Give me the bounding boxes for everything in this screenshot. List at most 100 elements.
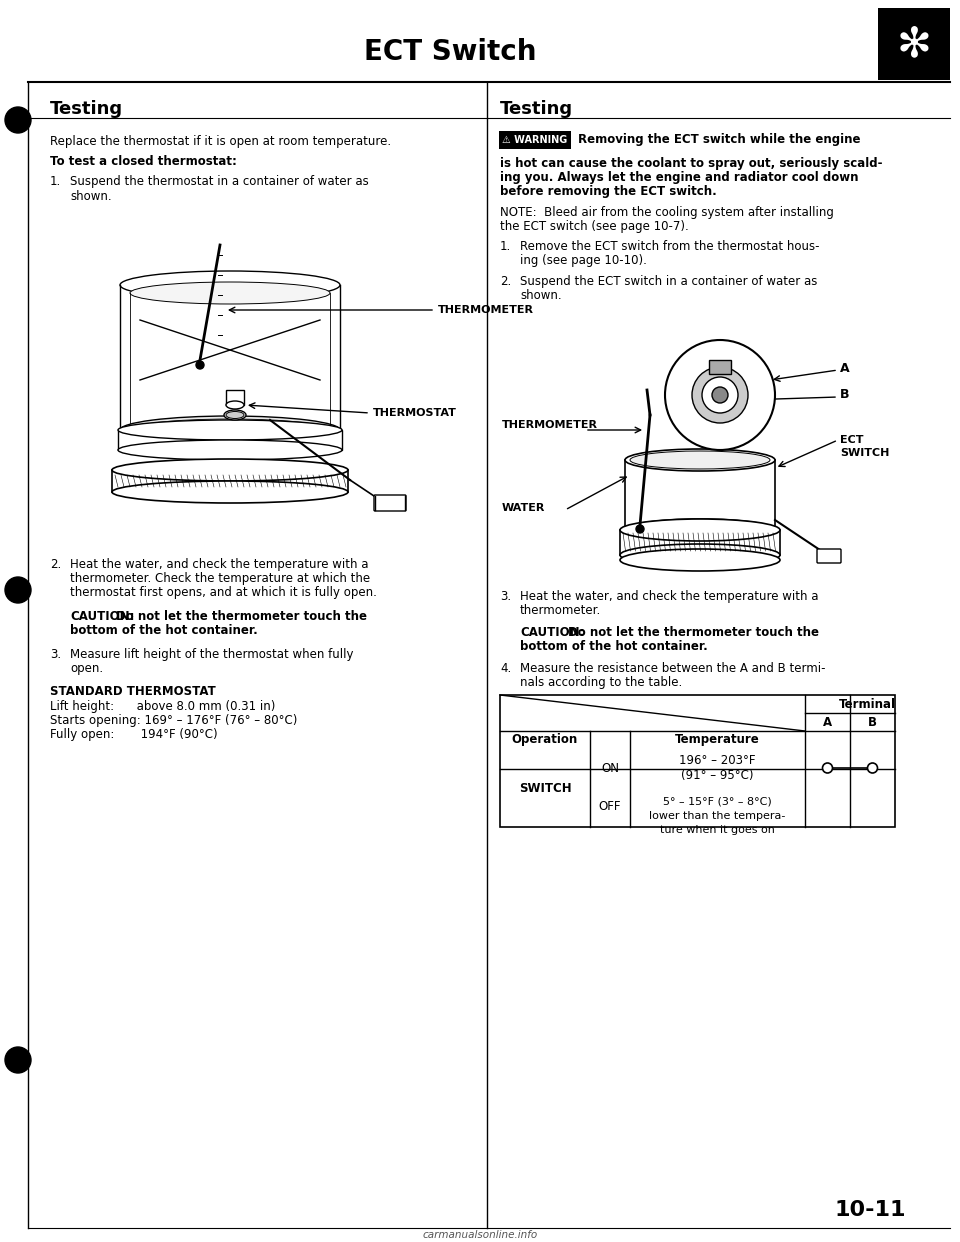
Text: Replace the thermostat if it is open at room temperature.: Replace the thermostat if it is open at … [50, 135, 391, 148]
Circle shape [868, 763, 877, 773]
Circle shape [5, 107, 31, 133]
Text: Measure the resistance between the A and B termi-: Measure the resistance between the A and… [520, 662, 826, 674]
Ellipse shape [120, 271, 340, 299]
Text: bottom of the hot container.: bottom of the hot container. [520, 640, 708, 653]
Text: Heat the water, and check the temperature with a: Heat the water, and check the temperatur… [70, 558, 369, 571]
Text: 3.: 3. [500, 590, 511, 604]
Text: CAUTION:: CAUTION: [70, 610, 134, 623]
Text: Remove the ECT switch from the thermostat hous-: Remove the ECT switch from the thermosta… [520, 240, 820, 253]
Text: A: A [840, 361, 850, 375]
Ellipse shape [625, 450, 775, 471]
Text: WATER: WATER [502, 503, 545, 513]
Circle shape [665, 340, 775, 450]
Text: ON: ON [601, 761, 619, 775]
Text: shown.: shown. [70, 190, 111, 202]
Ellipse shape [118, 420, 342, 440]
Text: open.: open. [70, 662, 103, 674]
Ellipse shape [130, 282, 330, 304]
FancyBboxPatch shape [112, 469, 348, 492]
Text: Starts opening: 169° – 176°F (76° – 80°C): Starts opening: 169° – 176°F (76° – 80°C… [50, 714, 298, 727]
Text: shown.: shown. [520, 289, 562, 302]
Ellipse shape [620, 544, 780, 566]
FancyBboxPatch shape [500, 696, 895, 827]
Text: Temperature: Temperature [675, 734, 760, 746]
Text: THERMOMETER: THERMOMETER [438, 306, 534, 315]
Text: NOTE:  Bleed air from the cooling system after installing: NOTE: Bleed air from the cooling system … [500, 206, 834, 219]
Text: 1.: 1. [50, 175, 61, 188]
Circle shape [712, 388, 728, 402]
Text: ⚠ WARNING: ⚠ WARNING [502, 135, 567, 145]
Text: lower than the tempera-: lower than the tempera- [649, 811, 785, 821]
Ellipse shape [226, 411, 244, 419]
Text: ECT: ECT [840, 435, 863, 445]
Circle shape [823, 763, 832, 773]
Ellipse shape [224, 410, 246, 420]
Ellipse shape [226, 401, 244, 409]
Text: THERMOMETER: THERMOMETER [502, 420, 598, 430]
Text: 2.: 2. [50, 558, 61, 571]
Text: thermometer.: thermometer. [520, 604, 601, 617]
Text: Measure lift height of the thermostat when fully: Measure lift height of the thermostat wh… [70, 648, 353, 661]
Text: OFF: OFF [599, 800, 621, 812]
Text: Do not let the thermometer touch the: Do not let the thermometer touch the [116, 610, 367, 623]
Text: nals according to the table.: nals according to the table. [520, 676, 683, 689]
Ellipse shape [118, 440, 342, 460]
Circle shape [702, 378, 738, 414]
Text: Testing: Testing [500, 101, 573, 118]
Circle shape [196, 361, 204, 369]
Text: thermostat first opens, and at which it is fully open.: thermostat first opens, and at which it … [70, 586, 377, 599]
Text: Do not let the thermometer touch the: Do not let the thermometer touch the [568, 626, 819, 638]
Text: 1.: 1. [500, 240, 512, 253]
FancyBboxPatch shape [620, 530, 780, 555]
Text: (91° – 95°C): (91° – 95°C) [682, 769, 754, 781]
Circle shape [636, 525, 644, 533]
Ellipse shape [120, 416, 340, 443]
FancyBboxPatch shape [878, 7, 950, 79]
FancyBboxPatch shape [709, 360, 731, 374]
Text: ECT Switch: ECT Switch [364, 39, 537, 66]
Text: Terminal: Terminal [839, 698, 896, 710]
Text: bottom of the hot container.: bottom of the hot container. [70, 623, 257, 637]
Text: ing you. Always let the engine and radiator cool down: ing you. Always let the engine and radia… [500, 171, 858, 184]
Ellipse shape [620, 549, 780, 571]
Ellipse shape [130, 419, 330, 441]
Text: 196° – 203°F: 196° – 203°F [680, 754, 756, 766]
Text: SWITCH: SWITCH [840, 448, 889, 458]
Text: thermometer. Check the temperature at which the: thermometer. Check the temperature at wh… [70, 573, 371, 585]
FancyBboxPatch shape [226, 390, 244, 405]
Text: Fully open:       194°F (90°C): Fully open: 194°F (90°C) [50, 728, 218, 741]
Text: Suspend the thermostat in a container of water as: Suspend the thermostat in a container of… [70, 175, 369, 188]
Text: A: A [823, 715, 832, 729]
Text: Removing the ECT switch while the engine: Removing the ECT switch while the engine [578, 133, 860, 147]
Text: carmanualsonline.info: carmanualsonline.info [422, 1230, 538, 1240]
Circle shape [5, 578, 31, 604]
Ellipse shape [620, 519, 780, 542]
Ellipse shape [625, 519, 775, 542]
Text: is hot can cause the coolant to spray out, seriously scald-: is hot can cause the coolant to spray ou… [500, 156, 882, 170]
Text: before removing the ECT switch.: before removing the ECT switch. [500, 185, 717, 197]
Ellipse shape [630, 451, 770, 469]
Text: 3.: 3. [50, 648, 61, 661]
Text: To test a closed thermostat:: To test a closed thermostat: [50, 155, 237, 168]
Text: B: B [868, 715, 877, 729]
Text: Operation: Operation [512, 734, 578, 746]
Text: B: B [840, 389, 850, 401]
Ellipse shape [112, 460, 348, 481]
Ellipse shape [112, 481, 348, 503]
Text: 4.: 4. [500, 662, 512, 674]
Text: CAUTION:: CAUTION: [520, 626, 585, 638]
Text: ture when it goes on: ture when it goes on [660, 825, 775, 835]
Text: THERMOSTAT: THERMOSTAT [373, 409, 457, 419]
Ellipse shape [630, 520, 770, 539]
Text: the ECT switch (see page 10-7).: the ECT switch (see page 10-7). [500, 220, 688, 233]
Circle shape [5, 1047, 31, 1073]
Text: ing (see page 10-10).: ing (see page 10-10). [520, 255, 647, 267]
Text: Lift height:      above 8.0 mm (0.31 in): Lift height: above 8.0 mm (0.31 in) [50, 700, 276, 713]
Circle shape [692, 366, 748, 424]
Text: ✻: ✻ [897, 24, 931, 65]
Text: Testing: Testing [50, 101, 123, 118]
Text: 10-11: 10-11 [834, 1200, 905, 1220]
Text: STANDARD THERMOSTAT: STANDARD THERMOSTAT [50, 686, 216, 698]
Text: 5° – 15°F (3° – 8°C): 5° – 15°F (3° – 8°C) [663, 796, 772, 806]
FancyBboxPatch shape [817, 549, 841, 563]
